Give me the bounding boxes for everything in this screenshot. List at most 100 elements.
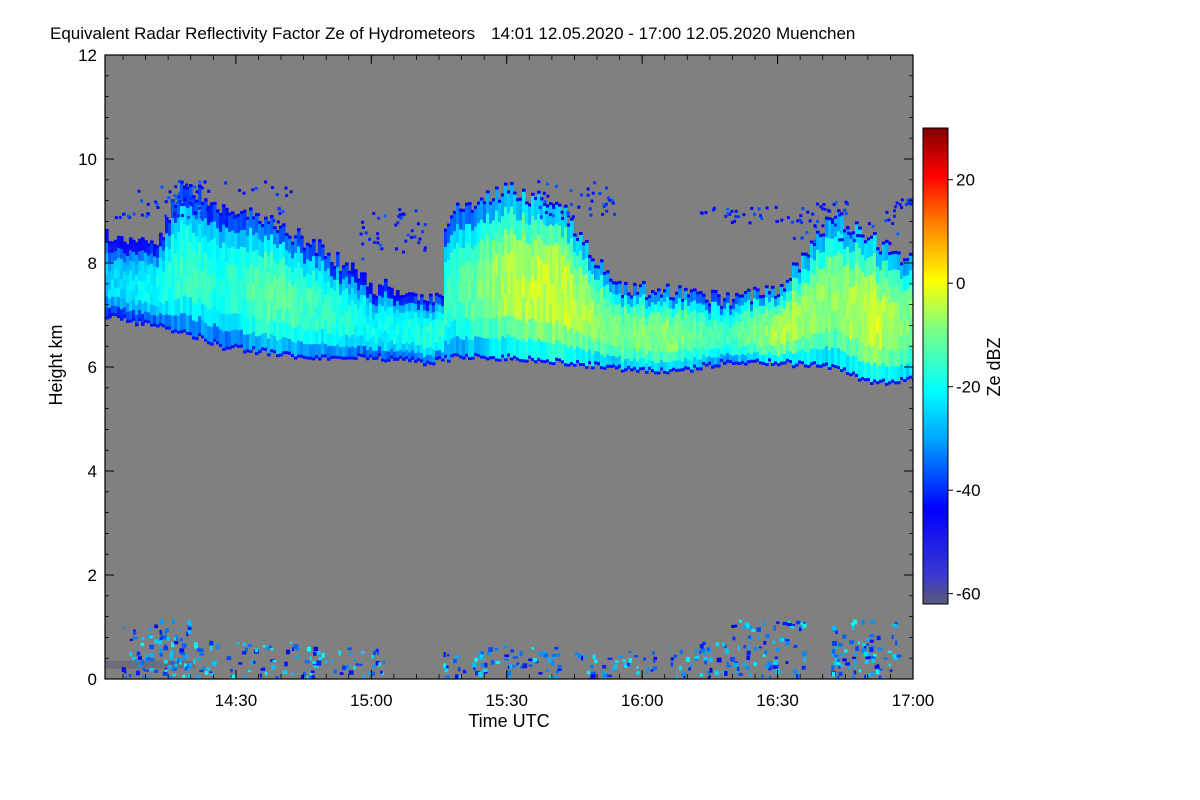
- cloud-cell: [696, 312, 700, 323]
- cloud-top-edge: [570, 217, 574, 221]
- cloud-base-edge: [282, 351, 286, 355]
- clutter-cell: [472, 667, 476, 671]
- cloud-cell: [408, 318, 412, 328]
- cloud-cell: [261, 271, 265, 288]
- clutter-cell: [864, 645, 867, 650]
- cloud-cell: [426, 339, 430, 348]
- cloud-top-edge: [459, 208, 463, 212]
- cloud-cell: [657, 321, 661, 333]
- cloud-cell: [702, 337, 706, 347]
- cloud-cell: [321, 300, 325, 316]
- cloud-cell: [246, 251, 250, 269]
- cloud-cell: [819, 284, 823, 302]
- cloud-cell: [231, 213, 235, 231]
- cloud-cell: [549, 243, 553, 265]
- cloud-cell: [144, 291, 148, 302]
- cloud-cell: [714, 310, 718, 321]
- clutter-cell: [835, 658, 839, 663]
- cloud-top-edge: [756, 288, 760, 292]
- cloud-cell: [561, 343, 565, 362]
- cloud-cell: [180, 201, 184, 221]
- cloud-top-edge: [849, 232, 853, 236]
- clutter-cell: [773, 625, 776, 631]
- cloud-cell: [747, 308, 751, 318]
- cloud-top-edge: [342, 265, 346, 269]
- cloud-cell: [810, 287, 814, 304]
- cloud-cell: [675, 331, 679, 342]
- cloud-cell: [432, 319, 436, 328]
- cloud-cell: [732, 331, 736, 341]
- cloud-cell: [327, 319, 331, 334]
- cloud-cell: [339, 346, 343, 358]
- cloud-cell: [411, 294, 415, 303]
- cloud-cell: [213, 305, 217, 324]
- cloud-base-edge: [909, 375, 913, 379]
- cloud-cell: [369, 311, 373, 321]
- cloud-cell: [834, 328, 838, 349]
- cloud-cell: [807, 297, 811, 312]
- clutter-cell: [753, 647, 758, 651]
- cloud-cell: [597, 351, 601, 364]
- cloud-cell: [135, 284, 139, 295]
- clutter-cell: [741, 662, 747, 666]
- cloud-cell: [477, 317, 481, 337]
- cloud-cell: [771, 316, 775, 327]
- cloud-top-edge: [327, 252, 331, 256]
- fragment-cell: [900, 198, 904, 202]
- cloud-cell: [165, 246, 169, 261]
- cloud-top-edge: [591, 258, 595, 262]
- cloud-cell: [456, 242, 460, 262]
- cloud-cell: [474, 335, 478, 355]
- cloud-top-edge: [207, 205, 211, 209]
- clutter-cell: [193, 642, 198, 645]
- cloud-cell: [459, 283, 463, 303]
- clutter-cell: [709, 657, 713, 662]
- cloud-top-edge: [156, 245, 160, 249]
- cloud-cell: [312, 255, 316, 271]
- cloud-cell: [390, 314, 394, 324]
- fragment-cell: [140, 199, 144, 203]
- clutter-cell: [590, 674, 596, 679]
- cloud-cell: [894, 333, 898, 351]
- cloud-cell: [540, 199, 544, 221]
- cloud-cell: [291, 313, 295, 328]
- fragment-cell: [915, 202, 918, 205]
- cloud-base-edge: [831, 364, 835, 368]
- cloud-top-edge: [561, 216, 565, 220]
- cloud-cell: [903, 275, 907, 291]
- clutter-cell: [645, 670, 649, 674]
- cloud-cell: [453, 283, 457, 302]
- cloud-cell: [270, 300, 274, 318]
- cloud-cell: [885, 277, 889, 296]
- cloud-cell: [516, 319, 520, 340]
- clutter-cell: [494, 647, 499, 651]
- cloud-cell: [552, 284, 556, 305]
- cloud-cell: [363, 335, 367, 347]
- cloud-cell: [312, 329, 316, 345]
- cloud-cell: [813, 274, 817, 290]
- cloud-cell: [255, 318, 259, 337]
- cloud-base-edge: [495, 358, 499, 362]
- cloud-cell: [348, 346, 352, 359]
- cloud-cell: [621, 361, 625, 372]
- cloud-cell: [288, 252, 292, 268]
- cloud-cell: [189, 259, 193, 279]
- cloud-cell: [384, 320, 388, 332]
- clutter-cell: [505, 645, 508, 649]
- cloud-base-edge: [681, 368, 685, 372]
- clutter-cell: [230, 668, 233, 673]
- cloud-cell: [132, 270, 136, 281]
- cloud-cell: [465, 242, 469, 262]
- clutter-cell: [373, 650, 376, 656]
- cloud-base-edge: [195, 337, 199, 341]
- cloud-base-edge: [372, 356, 376, 360]
- clutter-cell: [310, 670, 315, 673]
- cloud-base-edge: [903, 379, 907, 383]
- cloud-cell: [399, 304, 403, 313]
- cloud-cell: [813, 245, 817, 261]
- cloud-cell: [561, 236, 565, 256]
- clutter-cell: [531, 647, 535, 650]
- cloud-cell: [900, 335, 904, 351]
- cloud-cell: [789, 320, 793, 332]
- cloud-cell: [861, 289, 865, 308]
